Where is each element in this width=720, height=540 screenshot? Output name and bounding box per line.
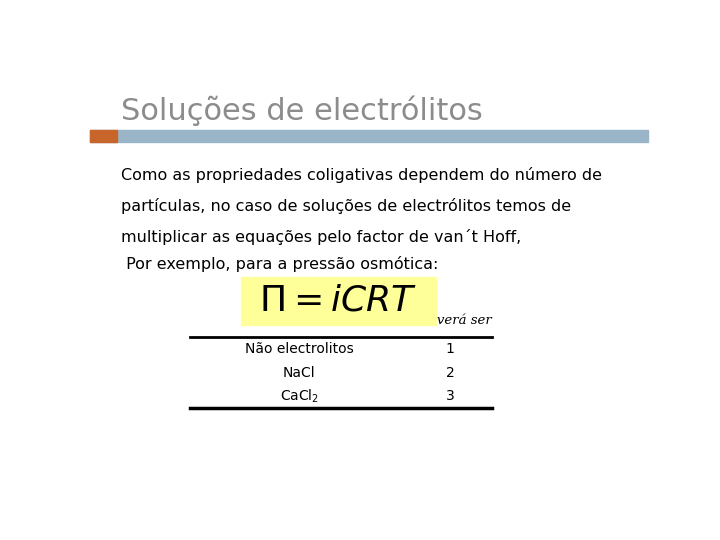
Text: CaCl$_2$: CaCl$_2$ — [279, 388, 319, 405]
Text: multiplicar as equações pelo factor de van´t Hoff,: multiplicar as equações pelo factor de v… — [121, 229, 526, 245]
Text: Como as propriedades coligativas dependem do número de: Como as propriedades coligativas depende… — [121, 167, 602, 183]
Text: partículas, no caso de soluções de electrólitos temos de: partículas, no caso de soluções de elect… — [121, 198, 571, 214]
Text: i deverá ser: i deverá ser — [412, 314, 492, 327]
Bar — [90, 130, 648, 141]
Text: NaCl: NaCl — [283, 366, 315, 380]
Bar — [90, 130, 117, 141]
Text: $\Pi = iCRT$: $\Pi = iCRT$ — [259, 284, 418, 318]
Text: 3: 3 — [446, 389, 454, 403]
FancyBboxPatch shape — [240, 277, 436, 325]
Text: Soluções de electrólitos: Soluções de electrólitos — [121, 96, 482, 126]
Text: Por exemplo, para a pressão osmótica:: Por exemplo, para a pressão osmótica: — [121, 256, 438, 272]
Text: Não electrolitos: Não electrolitos — [245, 342, 354, 356]
Text: 2: 2 — [446, 366, 454, 380]
Text: 1: 1 — [446, 342, 454, 356]
